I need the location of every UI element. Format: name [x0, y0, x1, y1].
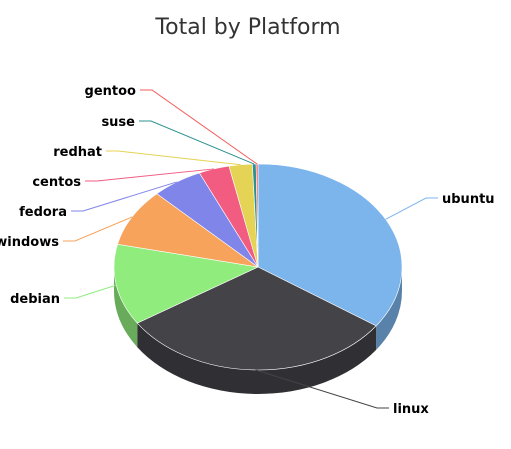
- data-label-debian: debian: [10, 292, 60, 307]
- chart-title: Total by Platform: [154, 15, 340, 40]
- slice-side-ubuntu: [376, 267, 402, 350]
- data-label-ubuntu: ubuntu: [442, 192, 495, 207]
- connector-redhat: [106, 150, 241, 166]
- slice-side-linux: [137, 323, 377, 394]
- pie-tops: [113, 163, 403, 371]
- slice-linux[interactable]: [136, 266, 377, 371]
- data-label-linux: linux: [393, 402, 429, 417]
- data-label-redhat: redhat: [53, 145, 102, 160]
- connector-ubuntu: [385, 197, 438, 220]
- connector-suse: [139, 120, 255, 165]
- pie-labels: ubuntu linux debian windows fedora centos redh…: [0, 84, 495, 417]
- connector-windows: [63, 216, 133, 242]
- data-label-windows: windows: [0, 235, 59, 250]
- connector-debian: [64, 284, 117, 299]
- connector-gentoo: [140, 89, 258, 165]
- data-label-suse: suse: [101, 115, 135, 130]
- slice-windows[interactable]: [117, 193, 259, 268]
- connector-linux: [255, 369, 389, 409]
- data-label-fedora: fedora: [19, 205, 67, 220]
- slice-side-debian: [114, 267, 138, 348]
- connector-centos: [85, 168, 215, 182]
- pie-sides: [114, 267, 402, 394]
- data-label-gentoo: gentoo: [85, 84, 137, 99]
- connector-fedora: [71, 181, 177, 212]
- data-label-centos: centos: [32, 175, 81, 190]
